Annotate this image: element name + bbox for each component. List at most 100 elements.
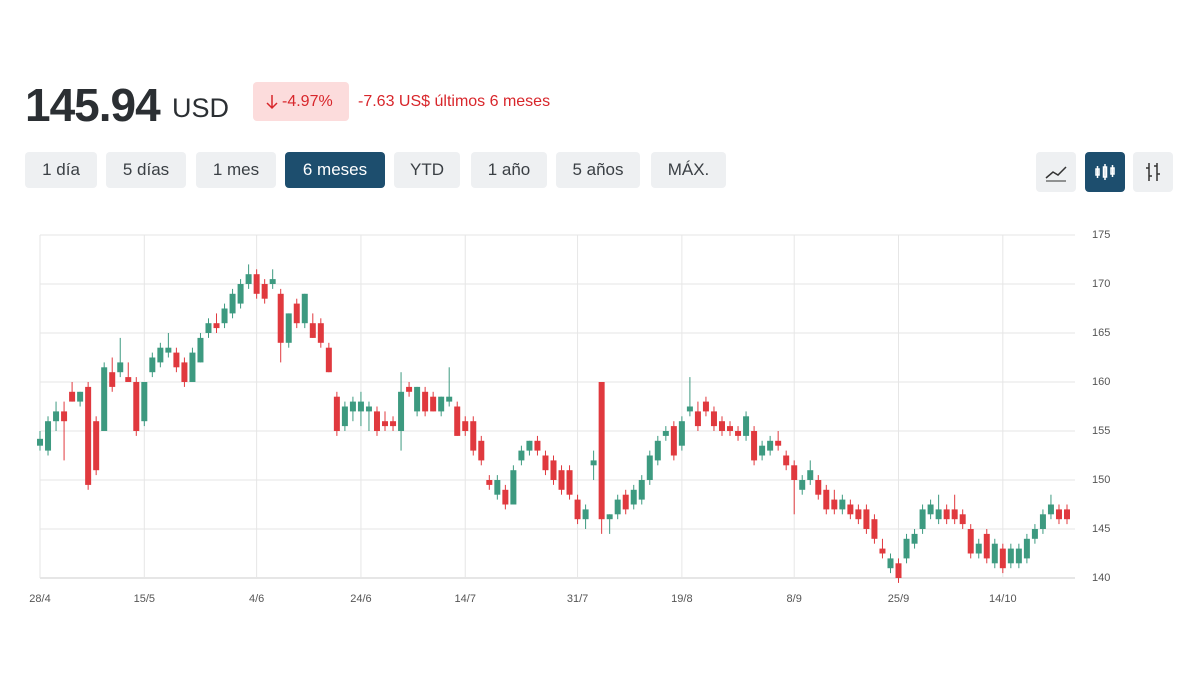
candle-body bbox=[991, 543, 998, 564]
change-badge: -4.97% bbox=[253, 82, 349, 121]
candle-body bbox=[462, 421, 469, 431]
candle-body bbox=[678, 421, 685, 446]
candle-body bbox=[638, 480, 645, 500]
candle-body bbox=[815, 480, 822, 495]
candle-body bbox=[759, 445, 766, 456]
candle-body bbox=[45, 421, 52, 451]
candle-body bbox=[61, 411, 68, 422]
candle-body bbox=[53, 411, 60, 422]
candle-body bbox=[727, 426, 734, 431]
candle-body bbox=[622, 494, 629, 510]
candle-body bbox=[839, 499, 846, 510]
range-button[interactable]: 6 meses bbox=[285, 152, 385, 188]
y-tick-label: 160 bbox=[1092, 376, 1110, 388]
candle-body bbox=[486, 480, 493, 485]
candle-body bbox=[943, 509, 950, 520]
range-button[interactable]: 1 día bbox=[25, 152, 97, 188]
candle-body bbox=[606, 514, 613, 520]
candle-body bbox=[903, 538, 910, 559]
candle-body bbox=[558, 470, 565, 490]
candle-body bbox=[221, 308, 228, 324]
candle-body bbox=[735, 431, 742, 436]
candle-body bbox=[662, 431, 669, 436]
x-tick-label: 24/6 bbox=[350, 593, 371, 605]
candle-body bbox=[77, 391, 84, 402]
range-button[interactable]: 5 días bbox=[106, 152, 186, 188]
range-button[interactable]: 5 años bbox=[556, 152, 640, 188]
range-button[interactable]: YTD bbox=[394, 152, 460, 188]
candle-body bbox=[454, 406, 461, 436]
candle-body bbox=[863, 509, 870, 529]
candle-body bbox=[125, 377, 132, 382]
candle-body bbox=[373, 411, 380, 431]
candle-body bbox=[783, 455, 790, 466]
candle-body bbox=[702, 401, 709, 412]
down-arrow bbox=[266, 95, 278, 110]
y-tick-label: 150 bbox=[1092, 474, 1110, 486]
candle-body bbox=[751, 431, 758, 461]
candle-body bbox=[654, 440, 661, 461]
change-pct: -4.97% bbox=[282, 93, 333, 110]
candle-body bbox=[1007, 548, 1014, 564]
line-chart-button[interactable] bbox=[1036, 152, 1076, 192]
candle-body bbox=[927, 504, 934, 515]
candle-body bbox=[261, 284, 268, 299]
candle-body bbox=[189, 352, 196, 382]
x-tick-label: 15/5 bbox=[134, 593, 155, 605]
candle-body bbox=[718, 421, 725, 431]
candle-body bbox=[911, 533, 918, 544]
candle-body bbox=[526, 440, 533, 451]
x-tick-label: 28/4 bbox=[29, 593, 50, 605]
candle-body bbox=[478, 440, 485, 461]
candle-body bbox=[999, 548, 1006, 569]
candle-body bbox=[398, 391, 405, 431]
candle-body bbox=[430, 396, 437, 412]
candle-body bbox=[895, 563, 902, 578]
candle-body bbox=[157, 347, 164, 363]
candle-body bbox=[141, 382, 148, 422]
y-tick-label: 155 bbox=[1092, 425, 1110, 437]
candle-body bbox=[871, 519, 878, 539]
candle-body bbox=[133, 382, 140, 431]
candle-body bbox=[382, 421, 389, 427]
candle-body bbox=[414, 386, 421, 412]
candle-body bbox=[117, 362, 124, 373]
candle-body bbox=[422, 391, 429, 412]
range-button[interactable]: 1 mes bbox=[196, 152, 276, 188]
candle-body bbox=[710, 411, 717, 427]
candle-body bbox=[285, 313, 292, 343]
y-tick-label: 165 bbox=[1092, 327, 1110, 339]
candle-body bbox=[229, 293, 236, 314]
change-abs: -7.63 US$ últimos 6 meses bbox=[358, 93, 551, 110]
candle-body bbox=[775, 440, 782, 446]
candle-body bbox=[325, 347, 332, 373]
candle-body bbox=[799, 480, 806, 490]
candle-body bbox=[1055, 509, 1062, 520]
candle-body bbox=[333, 396, 340, 431]
candle-body bbox=[935, 509, 942, 520]
candle-body bbox=[510, 470, 517, 505]
candle-body bbox=[823, 489, 830, 510]
candle-body bbox=[37, 438, 43, 446]
candle-body bbox=[349, 401, 356, 412]
candle-body bbox=[670, 426, 677, 456]
candle-body bbox=[983, 533, 990, 559]
candle-body bbox=[1023, 538, 1030, 559]
candle-body bbox=[245, 274, 252, 284]
ohlc-chart-button[interactable] bbox=[1133, 152, 1173, 192]
candle-body bbox=[855, 509, 862, 520]
candle-body bbox=[109, 372, 116, 387]
x-tick-label: 4/6 bbox=[249, 593, 264, 605]
candle-body bbox=[181, 362, 188, 382]
candle-body bbox=[69, 391, 76, 402]
candle-body bbox=[253, 274, 260, 294]
x-tick-label: 19/8 bbox=[671, 593, 692, 605]
candle-body bbox=[357, 401, 364, 412]
candle-body bbox=[686, 406, 693, 412]
range-button[interactable]: MÁX. bbox=[651, 152, 726, 188]
range-button[interactable]: 1 año bbox=[471, 152, 547, 188]
x-tick-label: 14/7 bbox=[455, 593, 476, 605]
candle-body bbox=[574, 499, 581, 520]
candle-chart-button[interactable] bbox=[1085, 152, 1125, 192]
candle-body bbox=[93, 421, 100, 471]
